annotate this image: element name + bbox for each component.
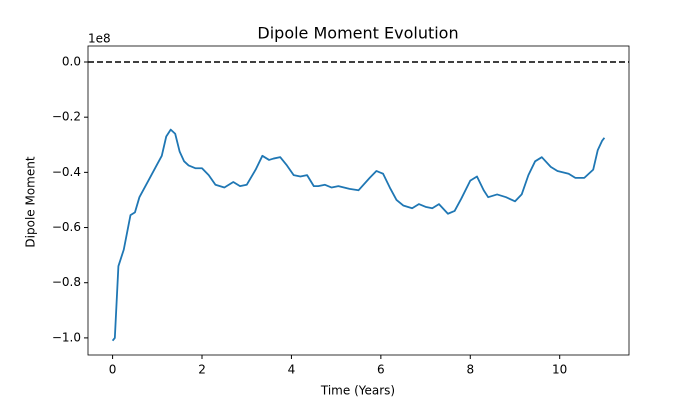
y-tick-label: −1.0 xyxy=(52,330,81,344)
y-tick-label: −0.8 xyxy=(52,275,81,289)
y-offset-label: 1e8 xyxy=(88,32,111,46)
x-tick-label: 8 xyxy=(466,363,474,377)
y-tick-label: −0.2 xyxy=(52,110,81,124)
y-tick-label: −0.4 xyxy=(52,165,81,179)
x-tick-label: 4 xyxy=(288,363,296,377)
y-tick-label: 0.0 xyxy=(62,55,81,69)
data-line xyxy=(111,128,606,342)
y-axis-label: Dipole Moment xyxy=(24,156,38,247)
y-tick-label: −0.6 xyxy=(52,220,81,234)
x-axis-label: Time (Years) xyxy=(320,384,395,398)
plot-frame xyxy=(87,45,630,356)
x-tick-label: 6 xyxy=(377,363,385,377)
chart-title: Dipole Moment Evolution xyxy=(257,24,458,43)
x-tick-label: 10 xyxy=(552,363,567,377)
x-tick-label: 0 xyxy=(109,363,117,377)
x-tick-label: 2 xyxy=(198,363,206,377)
